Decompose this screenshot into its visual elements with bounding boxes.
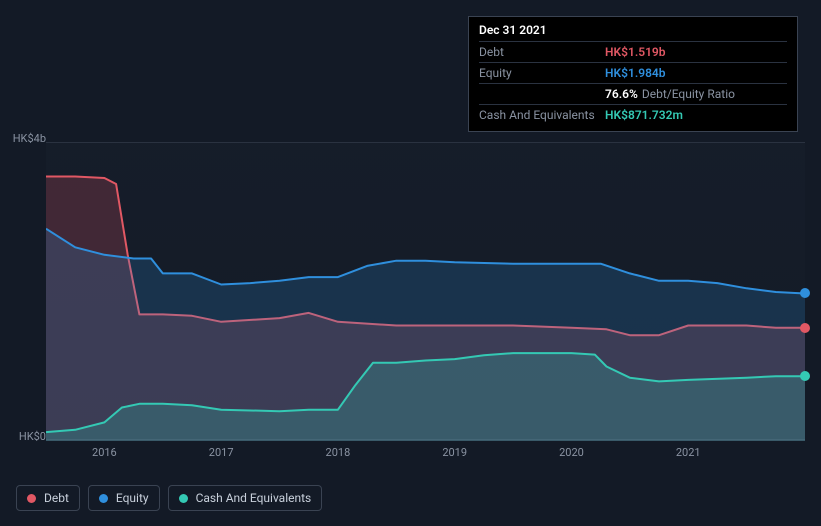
legend-swatch	[27, 494, 36, 503]
legend-swatch	[99, 494, 108, 503]
series-end-dot	[800, 323, 810, 333]
y-axis-label: HK$4b	[6, 132, 46, 145]
tooltip-row: Cash And EquivalentsHK$871.732m	[479, 104, 787, 125]
tooltip-row-value: HK$871.732m	[605, 108, 683, 122]
x-axis-label: 2017	[209, 446, 234, 459]
legend-swatch	[179, 494, 188, 503]
y-axis-label: HK$0	[6, 430, 46, 443]
legend-item[interactable]: Equity	[88, 485, 160, 511]
tooltip-row: 76.6% Debt/Equity Ratio	[479, 83, 787, 104]
series-end-dot	[800, 288, 810, 298]
legend-item[interactable]: Debt	[16, 485, 80, 511]
legend-label: Cash And Equivalents	[196, 491, 312, 505]
tooltip-row-label: Debt	[479, 45, 605, 59]
tooltip-row-value: HK$1.984b	[605, 66, 666, 80]
legend-item[interactable]: Cash And Equivalents	[168, 485, 323, 511]
x-axis: 2016 2017 2018 2019 2020 2021	[46, 446, 805, 466]
chart-tooltip: Dec 31 2021 DebtHK$1.519bEquityHK$1.984b…	[468, 16, 798, 132]
tooltip-row-label: Cash And Equivalents	[479, 108, 605, 122]
chart-legend: Debt Equity Cash And Equivalents	[16, 485, 322, 511]
tooltip-row-label	[479, 87, 605, 101]
series-end-dot	[800, 371, 810, 381]
chart-svg	[46, 143, 805, 441]
tooltip-date: Dec 31 2021	[479, 23, 787, 41]
tooltip-row-value: HK$1.519b	[605, 45, 666, 59]
x-axis-label: 2018	[326, 446, 351, 459]
tooltip-row-value: 76.6%	[605, 87, 638, 101]
tooltip-row-label: Equity	[479, 66, 605, 80]
legend-label: Debt	[44, 491, 69, 505]
x-axis-label: 2021	[676, 446, 701, 459]
x-axis-label: 2020	[559, 446, 584, 459]
chart-plot-area[interactable]	[46, 142, 805, 440]
legend-label: Equity	[116, 491, 149, 505]
x-axis-label: 2016	[92, 446, 117, 459]
tooltip-row-suffix: Debt/Equity Ratio	[642, 87, 735, 101]
x-axis-label: 2019	[442, 446, 467, 459]
tooltip-row: EquityHK$1.984b	[479, 62, 787, 83]
tooltip-row: DebtHK$1.519b	[479, 41, 787, 62]
